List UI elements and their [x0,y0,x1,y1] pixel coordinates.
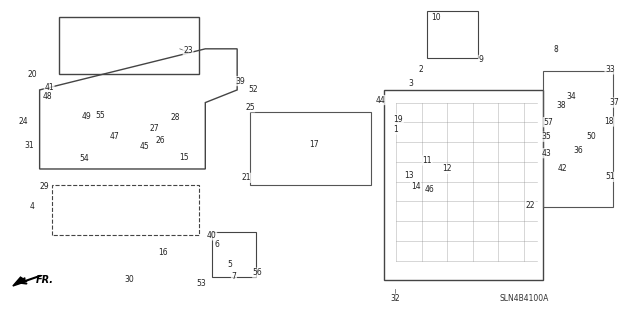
Text: 41: 41 [44,83,54,92]
Text: 8: 8 [554,45,558,54]
Text: 5: 5 [227,260,232,269]
Text: 3: 3 [409,79,413,88]
Text: 26: 26 [156,136,166,145]
Text: 18: 18 [604,117,613,126]
Text: 20: 20 [27,70,36,78]
Text: 9: 9 [479,56,484,64]
Text: 42: 42 [557,165,567,174]
Text: 33: 33 [605,65,615,74]
Text: 56: 56 [253,268,262,277]
Text: 10: 10 [431,13,441,22]
Text: 27: 27 [150,124,159,133]
Text: 39: 39 [236,77,245,85]
Text: 6: 6 [214,241,220,249]
Text: 19: 19 [394,115,403,123]
Polygon shape [13,277,27,286]
Text: 23: 23 [183,46,193,55]
Text: 47: 47 [110,132,120,141]
Text: SLN4B4100A: SLN4B4100A [499,294,548,303]
Text: 11: 11 [422,156,432,165]
Text: 38: 38 [556,100,566,110]
Text: 2: 2 [419,65,423,74]
Text: 28: 28 [171,113,180,122]
Text: 36: 36 [573,145,583,154]
Text: 49: 49 [81,112,91,121]
Text: 15: 15 [179,153,189,162]
Text: 55: 55 [95,111,105,120]
Text: 43: 43 [541,149,551,158]
Text: 54: 54 [79,154,89,163]
Text: 32: 32 [390,294,400,303]
Text: 53: 53 [196,279,205,288]
Text: 22: 22 [525,201,535,210]
Text: 44: 44 [376,96,385,105]
Text: 13: 13 [404,171,414,180]
Text: 14: 14 [411,182,420,191]
Text: 51: 51 [605,172,615,182]
Text: 12: 12 [443,165,452,174]
Text: 45: 45 [140,142,150,151]
Text: 30: 30 [124,275,134,284]
Text: FR.: FR. [36,275,54,285]
Text: 52: 52 [248,85,258,94]
Text: 34: 34 [567,92,577,101]
Text: 31: 31 [24,141,34,150]
Text: 24: 24 [19,117,29,126]
Text: 1: 1 [393,125,397,134]
Text: 48: 48 [43,93,52,101]
Text: 40: 40 [207,231,216,240]
Text: 4: 4 [29,202,35,211]
Text: 57: 57 [543,118,553,127]
Text: 29: 29 [40,182,49,191]
Text: 7: 7 [232,272,236,281]
Text: 21: 21 [242,173,252,182]
Text: 25: 25 [245,103,255,112]
Text: 16: 16 [158,248,168,257]
Text: 46: 46 [425,185,435,194]
Text: 35: 35 [541,132,551,141]
Text: 50: 50 [586,132,596,141]
Text: 37: 37 [609,98,620,107]
Text: 17: 17 [309,140,319,149]
